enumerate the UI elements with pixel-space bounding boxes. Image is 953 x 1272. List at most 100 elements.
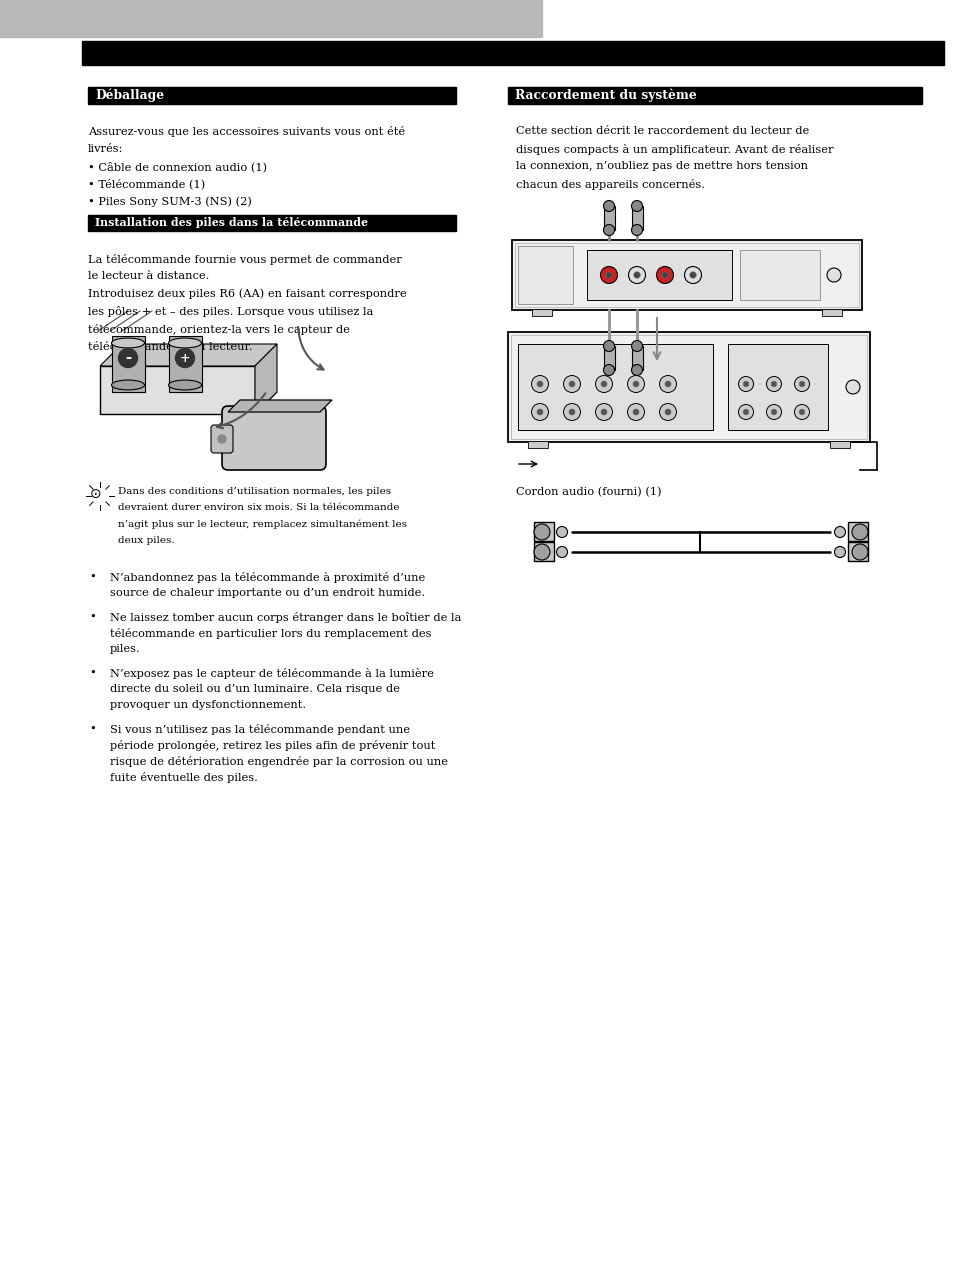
Text: •: • xyxy=(89,724,95,734)
Text: période prolongée, retirez les piles afin de prévenir tout: période prolongée, retirez les piles afi… xyxy=(110,740,435,752)
Circle shape xyxy=(628,267,645,284)
Text: +: + xyxy=(179,351,190,365)
Circle shape xyxy=(664,382,670,387)
Text: Dans des conditions d’utilisation normales, les piles: Dans des conditions d’utilisation normal… xyxy=(118,487,391,496)
Bar xyxy=(527,441,547,448)
Circle shape xyxy=(851,544,867,560)
Circle shape xyxy=(834,527,844,538)
Text: •: • xyxy=(89,572,95,583)
Polygon shape xyxy=(254,343,276,413)
Bar xyxy=(507,86,921,103)
Bar xyxy=(847,542,867,561)
Text: télécommande, orientez-la vers le capteur de: télécommande, orientez-la vers le capteu… xyxy=(88,323,350,335)
Circle shape xyxy=(738,404,753,420)
Circle shape xyxy=(631,365,641,375)
Ellipse shape xyxy=(112,338,144,349)
Circle shape xyxy=(599,267,617,284)
Bar xyxy=(517,245,573,304)
Bar xyxy=(511,335,866,439)
Text: Introduisez deux piles R6 (AA) en faisant correspondre: Introduisez deux piles R6 (AA) en faisan… xyxy=(88,289,406,299)
Text: la connexion, n’oubliez pas de mettre hors tension: la connexion, n’oubliez pas de mettre ho… xyxy=(516,162,807,170)
Text: •: • xyxy=(89,668,95,678)
Circle shape xyxy=(659,403,676,421)
Circle shape xyxy=(563,375,579,393)
Circle shape xyxy=(537,382,542,387)
FancyBboxPatch shape xyxy=(211,425,233,453)
Circle shape xyxy=(661,272,667,279)
Text: source de chaleur importante ou d’un endroit humide.: source de chaleur importante ou d’un end… xyxy=(110,588,425,598)
Bar xyxy=(517,343,712,430)
Bar xyxy=(603,346,614,370)
Bar xyxy=(534,542,554,561)
Text: • Télécommande (1): • Télécommande (1) xyxy=(88,178,205,190)
Polygon shape xyxy=(112,336,144,392)
Text: N’abandonnez pas la télécommande à proximité d’une: N’abandonnez pas la télécommande à proxi… xyxy=(110,572,425,583)
Circle shape xyxy=(826,268,841,282)
Text: livrés:: livrés: xyxy=(88,144,123,154)
Circle shape xyxy=(556,527,567,538)
Circle shape xyxy=(770,410,776,415)
Circle shape xyxy=(603,201,614,211)
Text: –: – xyxy=(125,351,131,365)
Bar xyxy=(532,309,552,315)
Text: • Piles Sony SUM-3 (NS) (2): • Piles Sony SUM-3 (NS) (2) xyxy=(88,196,252,206)
Bar xyxy=(631,346,641,370)
Text: chacun des appareils concernés.: chacun des appareils concernés. xyxy=(516,178,704,190)
Circle shape xyxy=(742,382,748,387)
Circle shape xyxy=(664,410,670,415)
Circle shape xyxy=(765,404,781,420)
Circle shape xyxy=(118,349,137,368)
Text: Raccordement du système: Raccordement du système xyxy=(515,89,696,102)
Circle shape xyxy=(627,403,644,421)
Bar xyxy=(847,523,867,542)
Circle shape xyxy=(851,524,867,541)
Circle shape xyxy=(659,375,676,393)
Text: télécommande ■ du lecteur.: télécommande ■ du lecteur. xyxy=(88,341,253,351)
Circle shape xyxy=(605,272,612,279)
Bar xyxy=(512,240,862,310)
Text: • Câble de connexion audio (1): • Câble de connexion audio (1) xyxy=(88,162,267,172)
Bar xyxy=(603,206,614,230)
Text: provoquer un dysfonctionnement.: provoquer un dysfonctionnement. xyxy=(110,700,306,710)
Circle shape xyxy=(799,382,804,387)
Text: le lecteur à distance.: le lecteur à distance. xyxy=(88,271,209,281)
Bar xyxy=(88,86,456,103)
Circle shape xyxy=(218,435,226,443)
FancyBboxPatch shape xyxy=(222,406,326,469)
Circle shape xyxy=(684,267,700,284)
Circle shape xyxy=(534,524,550,541)
Bar xyxy=(829,441,849,448)
Circle shape xyxy=(600,410,606,415)
Circle shape xyxy=(537,410,542,415)
Text: piles.: piles. xyxy=(110,644,141,654)
Circle shape xyxy=(568,382,575,387)
Text: Installation des piles dans la télécommande: Installation des piles dans la télécomma… xyxy=(95,218,368,228)
Circle shape xyxy=(799,410,804,415)
Text: fuite éventuelle des piles.: fuite éventuelle des piles. xyxy=(110,772,257,784)
Ellipse shape xyxy=(169,380,201,391)
Bar xyxy=(821,309,841,315)
Text: les pôles + et – des piles. Lorsque vous utilisez la: les pôles + et – des piles. Lorsque vous… xyxy=(88,307,373,317)
Circle shape xyxy=(556,547,567,557)
Circle shape xyxy=(595,403,612,421)
Polygon shape xyxy=(100,392,276,413)
Circle shape xyxy=(600,382,606,387)
Bar xyxy=(507,332,869,441)
Circle shape xyxy=(770,382,776,387)
Text: directe du soleil ou d’un luminaire. Cela risque de: directe du soleil ou d’un luminaire. Cel… xyxy=(110,684,399,695)
Text: Ne laissez tomber aucun corps étranger dans le boîtier de la: Ne laissez tomber aucun corps étranger d… xyxy=(110,612,461,623)
Circle shape xyxy=(631,224,641,235)
Circle shape xyxy=(742,410,748,415)
Polygon shape xyxy=(228,399,332,412)
Circle shape xyxy=(631,201,641,211)
Circle shape xyxy=(689,272,696,279)
Text: Cordon audio (fourni) (1): Cordon audio (fourni) (1) xyxy=(516,487,661,497)
Text: •: • xyxy=(89,612,95,622)
Circle shape xyxy=(794,404,809,420)
Text: La télécommande fournie vous permet de commander: La télécommande fournie vous permet de c… xyxy=(88,253,401,265)
Text: Assurez-vous que les accessoires suivants vous ont été: Assurez-vous que les accessoires suivant… xyxy=(88,126,405,137)
Text: ⊙: ⊙ xyxy=(90,487,102,501)
Circle shape xyxy=(794,377,809,392)
Circle shape xyxy=(738,377,753,392)
Circle shape xyxy=(568,410,575,415)
